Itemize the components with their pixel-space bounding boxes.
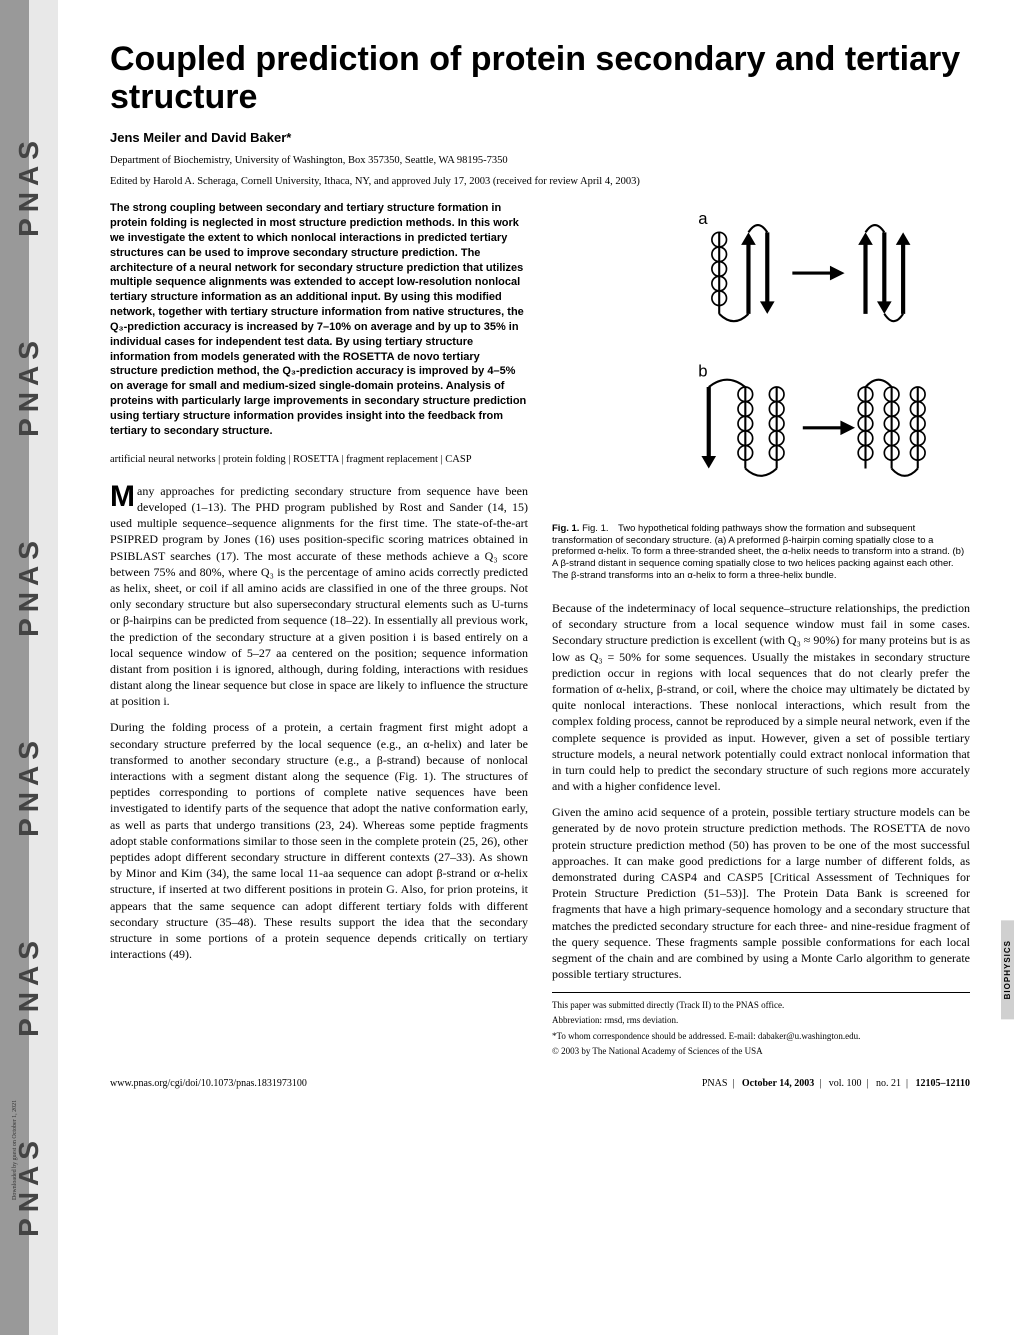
page-content: Coupled prediction of protein secondary … (0, 0, 1020, 1119)
affiliation: Department of Biochemistry, University o… (110, 155, 970, 166)
pnas-stripe-label: PNAS (13, 735, 45, 837)
page-footer: www.pnas.org/cgi/doi/10.1073/pnas.183197… (110, 1078, 970, 1089)
body-para-2: During the folding process of a protein,… (110, 719, 528, 962)
article-title: Coupled prediction of protein secondary … (110, 40, 970, 116)
footer-citation: PNAS| October 14, 2003| vol. 100| no. 21… (702, 1078, 970, 1089)
footnote-2: Abbreviation: rmsd, rms deviation. (552, 1014, 970, 1026)
para1-text: any approaches for predicting secondary … (110, 484, 528, 708)
footer-date: October 14, 2003 (742, 1078, 814, 1089)
footnote-rule (552, 992, 970, 993)
footnote-1: This paper was submitted directly (Track… (552, 999, 970, 1011)
figcap-text: Fig. 1. Two hypothetical folding pathway… (552, 523, 964, 582)
footer-doi: www.pnas.org/cgi/doi/10.1073/pnas.183197… (110, 1078, 307, 1089)
footnote-3: *To whom correspondence should be addres… (552, 1030, 970, 1042)
pnas-stripe-label: PNAS (13, 935, 45, 1037)
section-badge: BIOPHYSICS (1001, 920, 1014, 1019)
footnote-4: © 2003 by The National Academy of Scienc… (552, 1045, 970, 1057)
abstract: The strong coupling between secondary an… (110, 201, 528, 439)
footer-pages: 12105–12110 (916, 1078, 970, 1089)
svg-text:b: b (698, 362, 707, 381)
pnas-stripe-label: PNAS (13, 535, 45, 637)
footer-no: no. 21 (876, 1078, 901, 1089)
pnas-stripe-label: PNAS (13, 335, 45, 437)
download-note: Downloaded by guest on October 1, 2021 (12, 1100, 18, 1200)
authors: Jens Meiler and David Baker* (110, 130, 970, 145)
body-para-1: Many approaches for predicting secondary… (110, 483, 528, 710)
left-column: The strong coupling between secondary an… (110, 201, 528, 1060)
figure-1-svg: ab (552, 201, 970, 515)
edited-by: Edited by Harold A. Scheraga, Cornell Un… (110, 176, 970, 187)
pnas-side-stripe: PNAS PNAS PNAS PNAS PNAS PNAS (0, 0, 58, 1335)
footer-vol: vol. 100 (829, 1078, 862, 1089)
dropcap: M (110, 483, 137, 510)
body-para-3: Because of the indeterminacy of local se… (552, 600, 970, 794)
pnas-stripe-label: PNAS (13, 135, 45, 237)
svg-text:a: a (698, 209, 708, 228)
body-para-4: Given the amino acid sequence of a prote… (552, 804, 970, 982)
figure-1: ab (552, 201, 970, 515)
footer-journal: PNAS (702, 1078, 728, 1089)
keywords: artificial neural networks | protein fol… (110, 453, 528, 467)
figure-1-caption: Fig. 1. Fig. 1. Two hypothetical folding… (552, 523, 970, 582)
right-column: ab Fig. 1. Fig. 1. Two hypothetical fold… (552, 201, 970, 1060)
